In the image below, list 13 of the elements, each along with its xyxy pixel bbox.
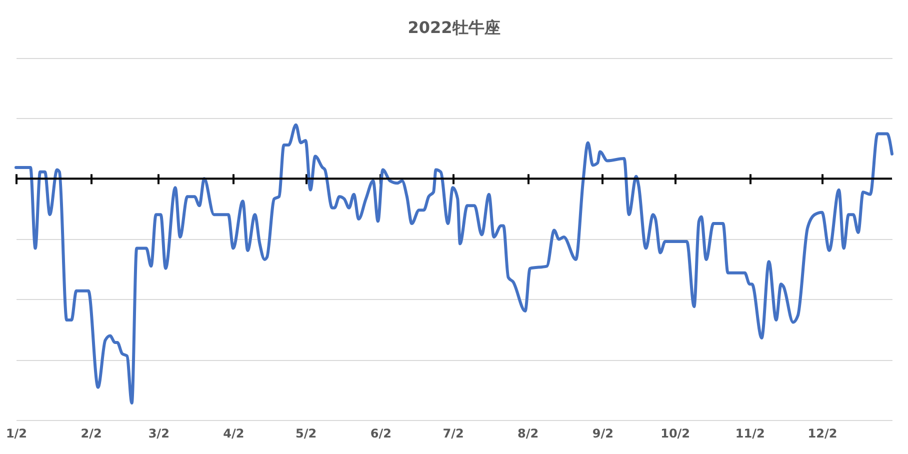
x-tick-label: 10/2	[660, 426, 690, 440]
x-tick-label: 4/2	[223, 426, 244, 440]
x-tick-label: 1/2	[6, 426, 28, 440]
x-tick-label: 2/2	[80, 426, 102, 440]
x-tick-label: 8/2	[518, 426, 539, 440]
x-tick-label: 3/2	[148, 426, 170, 440]
x-tick-label: 9/2	[592, 426, 614, 440]
x-tick-label: 12/2	[808, 426, 838, 440]
x-tick-label: 11/2	[735, 426, 765, 440]
x-tick-label: 5/2	[296, 426, 317, 440]
x-tick-label: 7/2	[442, 426, 464, 440]
chart-title: 2022牡牛座	[408, 18, 500, 37]
x-tick-label: 6/2	[370, 426, 392, 440]
